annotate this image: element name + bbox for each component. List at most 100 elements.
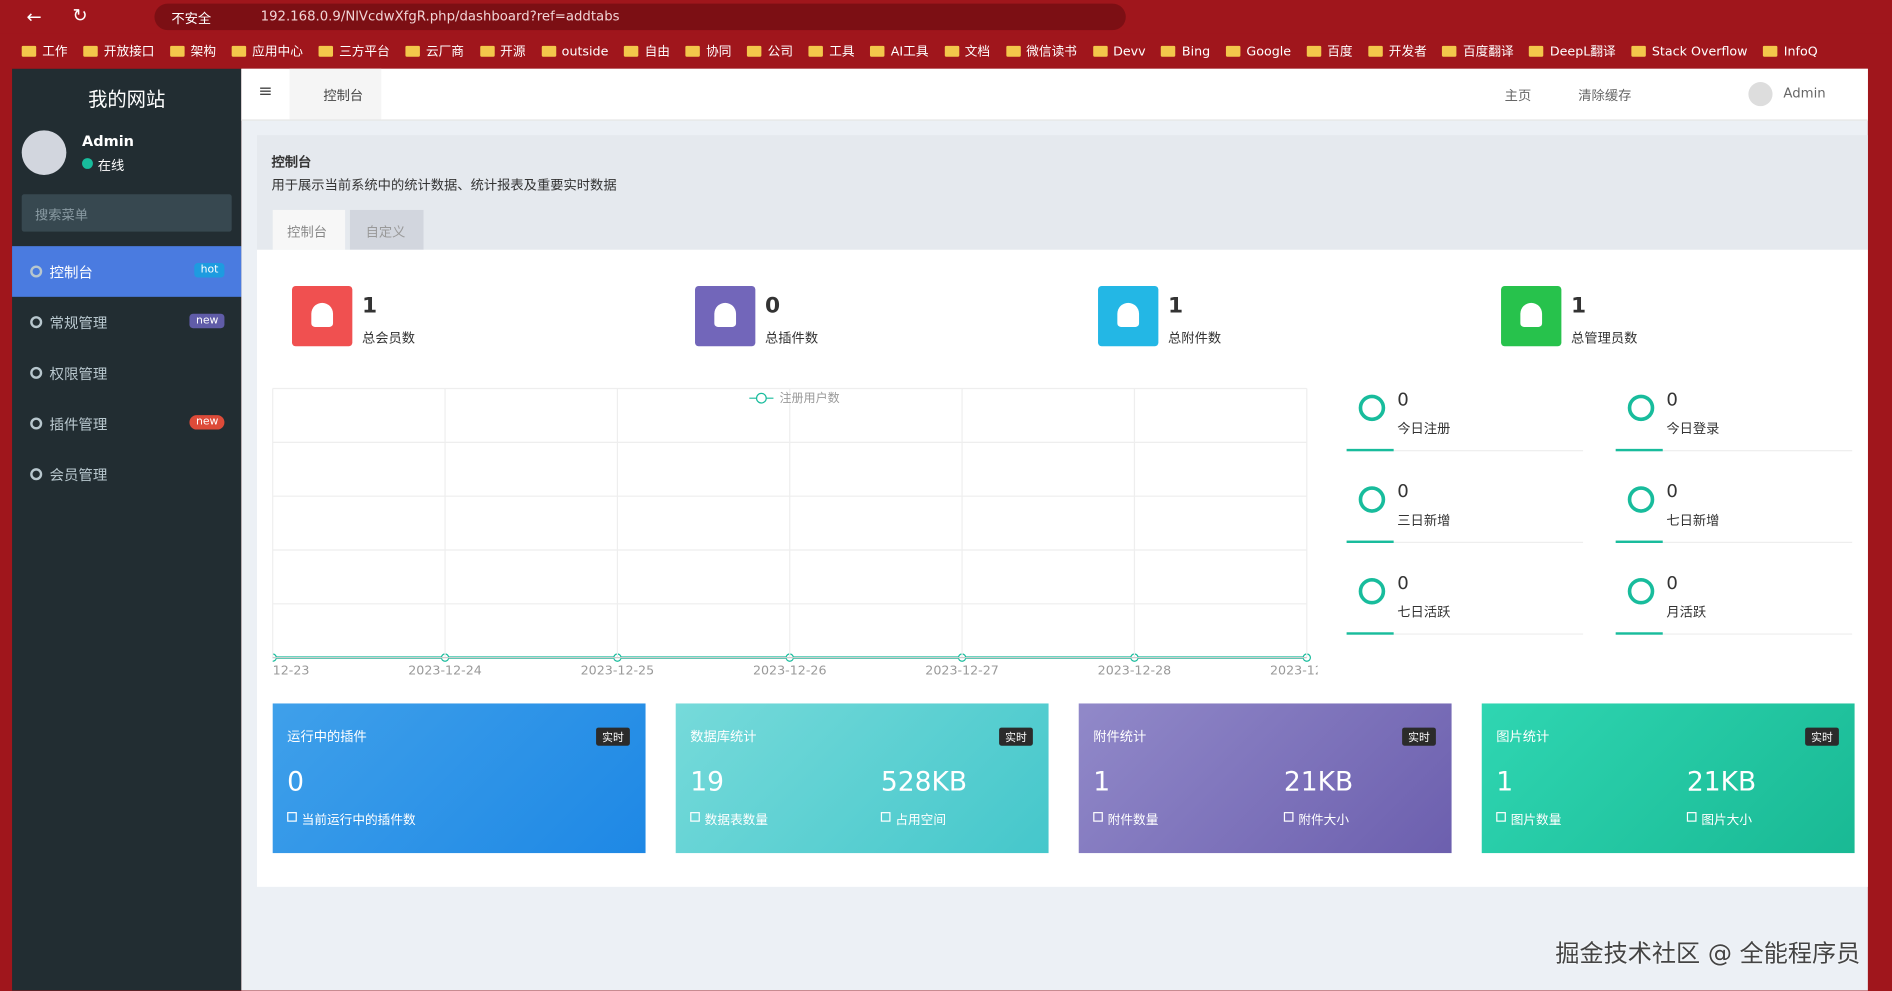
mini-stat-icon <box>1358 577 1386 605</box>
stat-label: 总会员数 <box>361 330 416 347</box>
bookmark-label: 工作 <box>42 44 68 60</box>
search-box[interactable]: 搜索菜单 <box>21 194 232 232</box>
stat-value: 0 <box>765 293 781 319</box>
menu-toggle[interactable]: ≡ <box>258 82 273 102</box>
bookmark[interactable]: 公司 <box>747 42 793 60</box>
bookmark-label: 文档 <box>964 44 991 60</box>
card-title: 图片统计 <box>1496 728 1550 745</box>
mini-stat-label: 七日新增 <box>1666 512 1720 529</box>
card-label: 附件大小 <box>1298 813 1350 828</box>
x-tick-label: 2023-12-25 <box>581 663 655 678</box>
menu-item[interactable]: 权限管理 <box>12 348 241 399</box>
menu-item[interactable]: 会员管理 <box>12 449 241 500</box>
stat-icon-glyph <box>1117 302 1140 327</box>
bookmark[interactable]: 开放接口 <box>83 42 154 60</box>
bookmark[interactable]: 应用中心 <box>231 42 303 60</box>
bookmark[interactable]: 工作 <box>21 42 68 60</box>
bookmark-label: 开源 <box>500 44 526 60</box>
bookmark[interactable]: outside <box>541 44 609 59</box>
bookmark[interactable]: 协同 <box>685 42 731 60</box>
panel-tab[interactable]: 控制台 <box>272 209 346 250</box>
bookmark[interactable]: Devv <box>1092 44 1146 59</box>
bookmark-icon <box>685 45 701 57</box>
menu-item[interactable]: 插件管理 new <box>12 398 241 449</box>
bookmark[interactable]: 百度翻译 <box>1442 42 1514 60</box>
bookmark[interactable]: Google <box>1225 44 1291 59</box>
bookmark[interactable]: 文档 <box>944 42 990 60</box>
user-name: Admin <box>82 132 134 150</box>
mini-stat-label: 七日活跃 <box>1397 604 1451 621</box>
bookmark[interactable]: Stack Overflow <box>1631 44 1748 59</box>
bookmark[interactable]: 三方平台 <box>318 42 390 60</box>
bookmark-label: outside <box>561 44 609 59</box>
address-bar[interactable]: 不安全 192.168.0.9/NlVcdwXfgR.php/dashboard… <box>154 3 1126 31</box>
menu-item[interactable]: 控制台 hot <box>12 246 242 297</box>
bookmark[interactable]: InfoQ <box>1763 44 1818 59</box>
stat-icon-glyph <box>1520 302 1543 327</box>
menu-badge: new <box>189 313 225 329</box>
back-button[interactable]: ← <box>26 6 42 28</box>
header-avatar <box>1748 82 1773 107</box>
panel-tab[interactable]: 自定义 <box>349 209 424 250</box>
menu-label: 权限管理 <box>49 365 108 382</box>
header-link[interactable]: 主页 <box>1504 88 1532 104</box>
stat-icon <box>695 285 756 347</box>
bookmark[interactable]: DeepL翻译 <box>1529 42 1616 60</box>
x-tick-label: 2023-12-27 <box>925 663 999 678</box>
bookmark[interactable]: 百度 <box>1306 42 1353 60</box>
nav-tab[interactable]: 控制台 <box>289 68 382 120</box>
bookmark-icon <box>231 45 247 57</box>
header-user[interactable]: Admin <box>1783 85 1826 102</box>
bookmark-label: DeepL翻译 <box>1549 44 1616 60</box>
bookmark[interactable]: 自由 <box>624 42 670 60</box>
card-label: 附件数量 <box>1107 813 1159 828</box>
divider-accent <box>1346 540 1394 543</box>
bookmark[interactable]: 开发者 <box>1368 42 1427 60</box>
legend-label: 注册用户数 <box>779 390 839 405</box>
bookmark[interactable]: 云厂商 <box>405 42 464 60</box>
menu-label: 常规管理 <box>49 314 108 332</box>
bookmark-label: 开发者 <box>1388 44 1427 60</box>
divider-accent <box>1615 632 1663 635</box>
menu-label: 控制台 <box>49 263 93 281</box>
stat-icon-glyph <box>311 302 334 327</box>
bookmark[interactable]: Bing <box>1161 44 1210 59</box>
bookmark[interactable]: AI工具 <box>870 42 929 60</box>
panel-tab-label: 自定义 <box>365 224 406 241</box>
card-label-icon <box>880 812 891 822</box>
bookmark-label: 百度翻译 <box>1463 44 1514 60</box>
bookmark-icon <box>83 45 98 57</box>
bookmark-label: Devv <box>1113 44 1146 59</box>
menu-icon <box>30 366 43 379</box>
card-label: 数据表数量 <box>704 813 769 828</box>
nav-tab-label: 控制台 <box>323 88 364 104</box>
menu-badge: hot <box>194 263 225 278</box>
bookmark[interactable]: 架构 <box>170 42 216 60</box>
bookmark-icon <box>1631 45 1646 57</box>
page-title: 控制台 <box>271 154 312 171</box>
menu-label: 会员管理 <box>49 466 108 484</box>
menu-item[interactable]: 常规管理 new <box>12 297 241 348</box>
mini-stat-icon <box>1358 486 1386 513</box>
panel-heading: 控制台 用于展示当前系统中的统计数据、统计报表及重要实时数据 控制台 自定义 <box>257 135 1868 250</box>
bookmark-icon <box>808 45 824 57</box>
sidebar: 我的网站 Admin 在线 搜索菜单 控制台 hot 常规管理 new 权限管理 插件管理… <box>12 68 242 991</box>
bookmark[interactable]: 工具 <box>808 42 855 60</box>
mini-stat-label: 三日新增 <box>1397 512 1451 529</box>
header-link[interactable]: 清除缓存 <box>1578 88 1632 104</box>
bookmark-label: 自由 <box>644 44 670 60</box>
bookmark[interactable]: 开源 <box>479 42 526 60</box>
divider-accent <box>1615 448 1663 452</box>
bookmark-icon <box>944 45 959 57</box>
reload-button[interactable]: ↻ <box>72 4 88 27</box>
card-label-icon <box>690 812 700 822</box>
bookmark[interactable]: 微信读书 <box>1005 42 1077 60</box>
card-label-icon <box>1686 812 1697 822</box>
card-label: 占用空间 <box>895 813 946 828</box>
x-tick-label: 2023-12-24 <box>408 663 482 678</box>
card-value: 1 <box>1496 767 1514 798</box>
card-value: 528KB <box>880 767 968 798</box>
card-badge: 实时 <box>1805 727 1839 746</box>
